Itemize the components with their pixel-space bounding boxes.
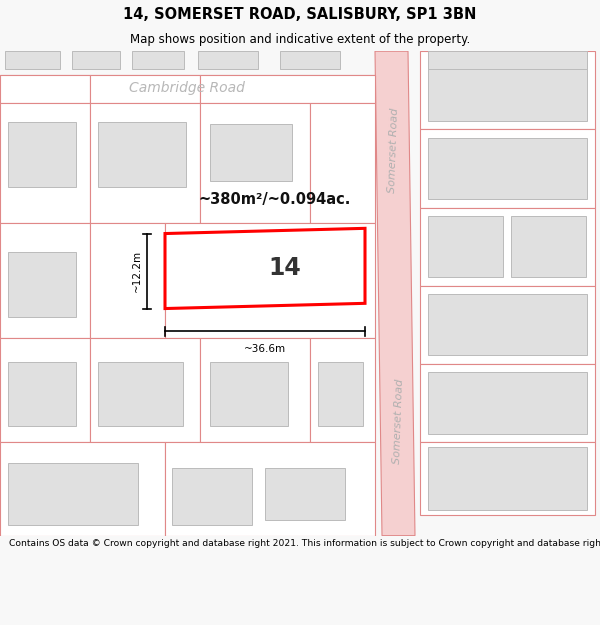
Polygon shape bbox=[420, 364, 595, 442]
Polygon shape bbox=[165, 442, 375, 536]
Bar bbox=[428, 216, 503, 278]
Bar bbox=[8, 253, 76, 317]
Bar bbox=[210, 124, 292, 181]
Polygon shape bbox=[200, 75, 375, 103]
Bar bbox=[428, 138, 587, 199]
Polygon shape bbox=[420, 51, 595, 129]
Polygon shape bbox=[420, 208, 595, 286]
Bar bbox=[98, 122, 186, 187]
Text: 14, SOMERSET ROAD, SALISBURY, SP1 3BN: 14, SOMERSET ROAD, SALISBURY, SP1 3BN bbox=[124, 7, 476, 22]
Polygon shape bbox=[90, 103, 200, 223]
Polygon shape bbox=[90, 75, 200, 103]
Bar bbox=[428, 51, 587, 69]
Bar bbox=[5, 51, 60, 69]
Bar bbox=[220, 241, 330, 298]
Polygon shape bbox=[375, 51, 415, 536]
Text: Contains OS data © Crown copyright and database right 2021. This information is : Contains OS data © Crown copyright and d… bbox=[9, 539, 600, 548]
Polygon shape bbox=[420, 286, 595, 364]
Text: ~36.6m: ~36.6m bbox=[244, 344, 286, 354]
Polygon shape bbox=[0, 223, 90, 338]
Polygon shape bbox=[0, 75, 375, 103]
Polygon shape bbox=[200, 338, 310, 442]
Polygon shape bbox=[310, 103, 375, 223]
Bar bbox=[198, 51, 258, 69]
Polygon shape bbox=[0, 75, 90, 103]
Polygon shape bbox=[0, 442, 165, 536]
Text: Somerset Road: Somerset Road bbox=[392, 378, 404, 464]
Text: Somerset Road: Somerset Road bbox=[386, 107, 400, 193]
Polygon shape bbox=[310, 338, 375, 442]
Bar bbox=[172, 468, 252, 525]
Bar bbox=[428, 294, 587, 356]
Bar bbox=[8, 462, 138, 525]
Polygon shape bbox=[165, 223, 375, 338]
Bar bbox=[428, 372, 587, 434]
Bar bbox=[8, 122, 76, 187]
Text: 14: 14 bbox=[269, 256, 301, 281]
Bar bbox=[318, 362, 363, 426]
Bar bbox=[98, 362, 183, 426]
Text: ~380m²/~0.094ac.: ~380m²/~0.094ac. bbox=[199, 192, 351, 207]
Bar bbox=[72, 51, 120, 69]
Bar bbox=[210, 362, 288, 426]
Polygon shape bbox=[90, 223, 165, 338]
Bar bbox=[511, 216, 586, 278]
Bar bbox=[280, 51, 340, 69]
Text: Map shows position and indicative extent of the property.: Map shows position and indicative extent… bbox=[130, 34, 470, 46]
Bar bbox=[132, 51, 184, 69]
Bar bbox=[428, 59, 587, 121]
Polygon shape bbox=[420, 129, 595, 208]
Text: Cambridge Road: Cambridge Road bbox=[129, 81, 245, 95]
Text: ~12.2m: ~12.2m bbox=[132, 250, 142, 292]
Bar bbox=[428, 447, 587, 509]
Polygon shape bbox=[0, 338, 90, 442]
Bar bbox=[8, 362, 76, 426]
Polygon shape bbox=[420, 442, 595, 515]
Polygon shape bbox=[0, 103, 90, 223]
Polygon shape bbox=[200, 103, 310, 223]
Polygon shape bbox=[165, 228, 365, 309]
Polygon shape bbox=[90, 338, 200, 442]
Bar bbox=[265, 468, 345, 520]
